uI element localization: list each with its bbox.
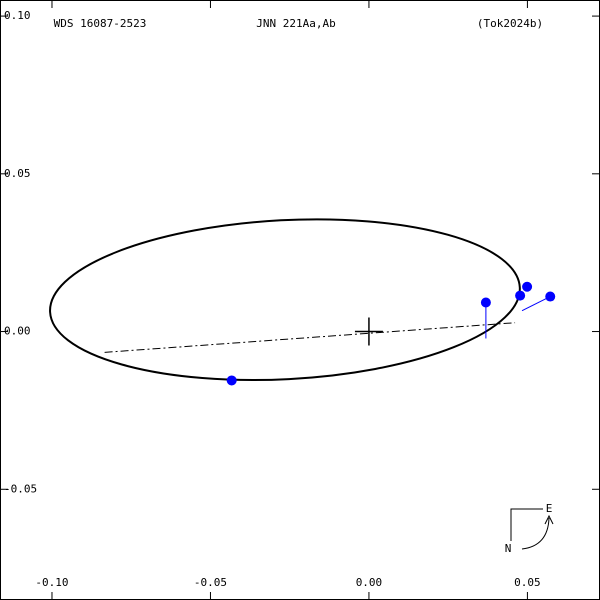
- y-tick-label: -0.05: [4, 482, 37, 495]
- observation: [480, 297, 491, 308]
- compass-east: E: [546, 502, 553, 515]
- x-tick-label: 0.00: [356, 576, 383, 589]
- wds-label: WDS 16087-2523: [54, 17, 147, 30]
- system-label: JNN 221Aa,Ab: [256, 17, 335, 30]
- observation: [522, 281, 533, 292]
- line-of-nodes: [104, 322, 516, 353]
- observation: [515, 290, 526, 301]
- y-tick-label: 0.05: [4, 167, 31, 180]
- compass: E N: [505, 502, 554, 555]
- y-tick-label: 0.10: [4, 9, 31, 22]
- observation: [226, 375, 237, 386]
- reference-label: (Tok2024b): [477, 17, 543, 30]
- observation: [545, 291, 556, 302]
- y-tick-label: 0.00: [4, 325, 31, 338]
- primary-star: [354, 317, 383, 346]
- x-tick-label: 0.05: [514, 576, 541, 589]
- compass-arrowhead: [544, 514, 554, 525]
- residual: [521, 296, 551, 312]
- compass-arrow: [521, 517, 550, 550]
- x-tick-label: -0.10: [35, 576, 68, 589]
- compass-north: N: [505, 542, 512, 555]
- x-tick-label: -0.05: [194, 576, 227, 589]
- orbit: [49, 218, 521, 382]
- compass-axes: [510, 508, 543, 541]
